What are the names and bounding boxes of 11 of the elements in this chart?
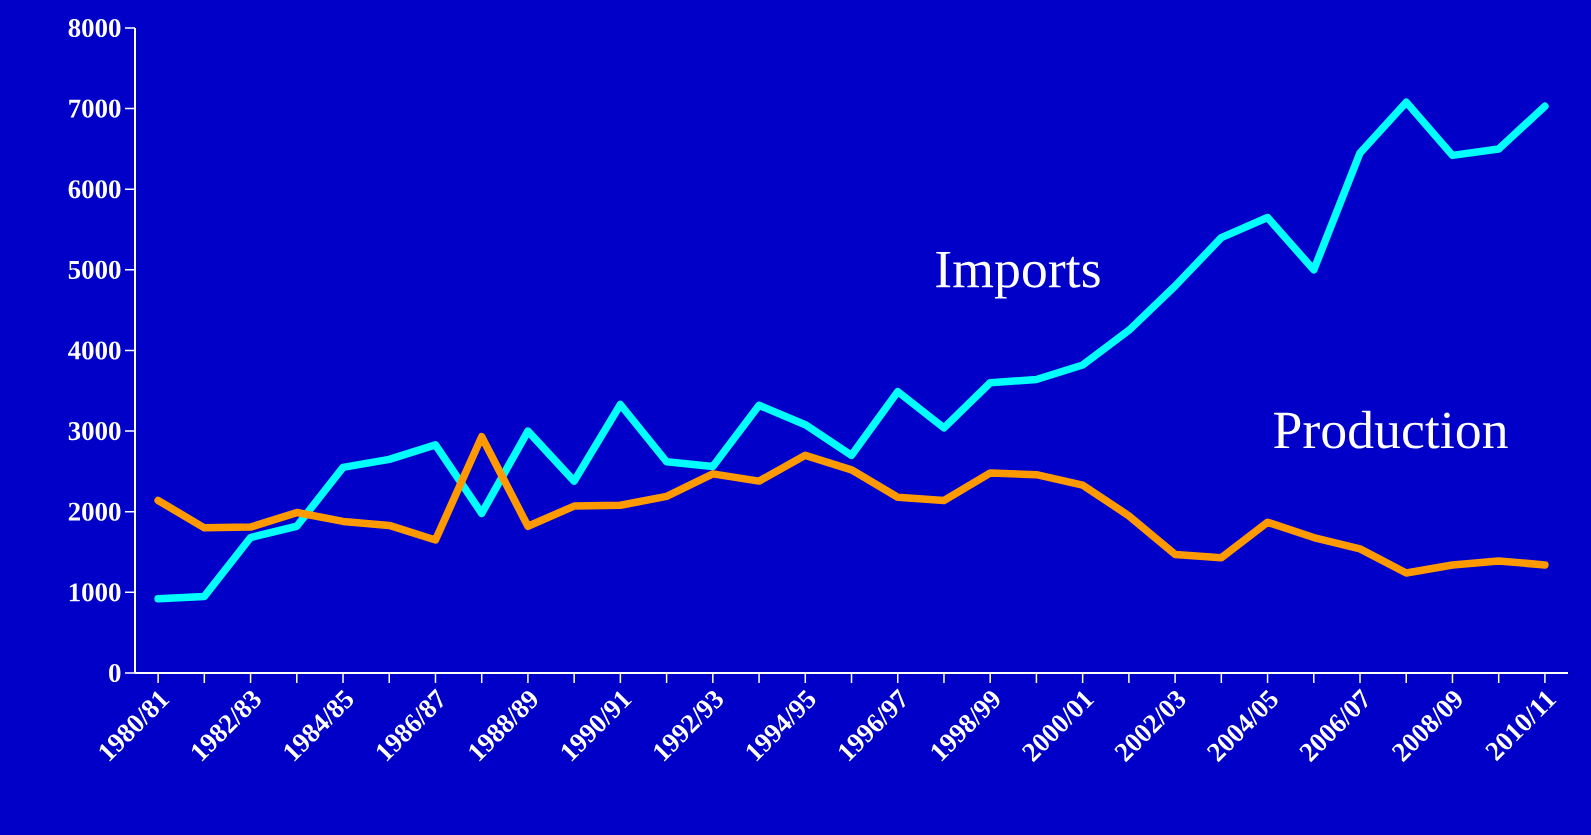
y-tick-label: 0 (109, 663, 121, 683)
y-tick-label: 6000 (68, 180, 121, 199)
y-tick-label: 2000 (68, 502, 121, 521)
y-tick-label: 3000 (68, 422, 121, 441)
series-label: Imports (936, 251, 1100, 299)
y-tick-label: 7000 (69, 99, 121, 118)
y-tick-label: 5000 (68, 260, 121, 279)
y-tick-label: 8000 (68, 18, 121, 38)
y-tick-label: 4000 (68, 341, 121, 360)
series-label: Production (1274, 410, 1508, 449)
y-tick-label: 1000 (69, 583, 121, 602)
